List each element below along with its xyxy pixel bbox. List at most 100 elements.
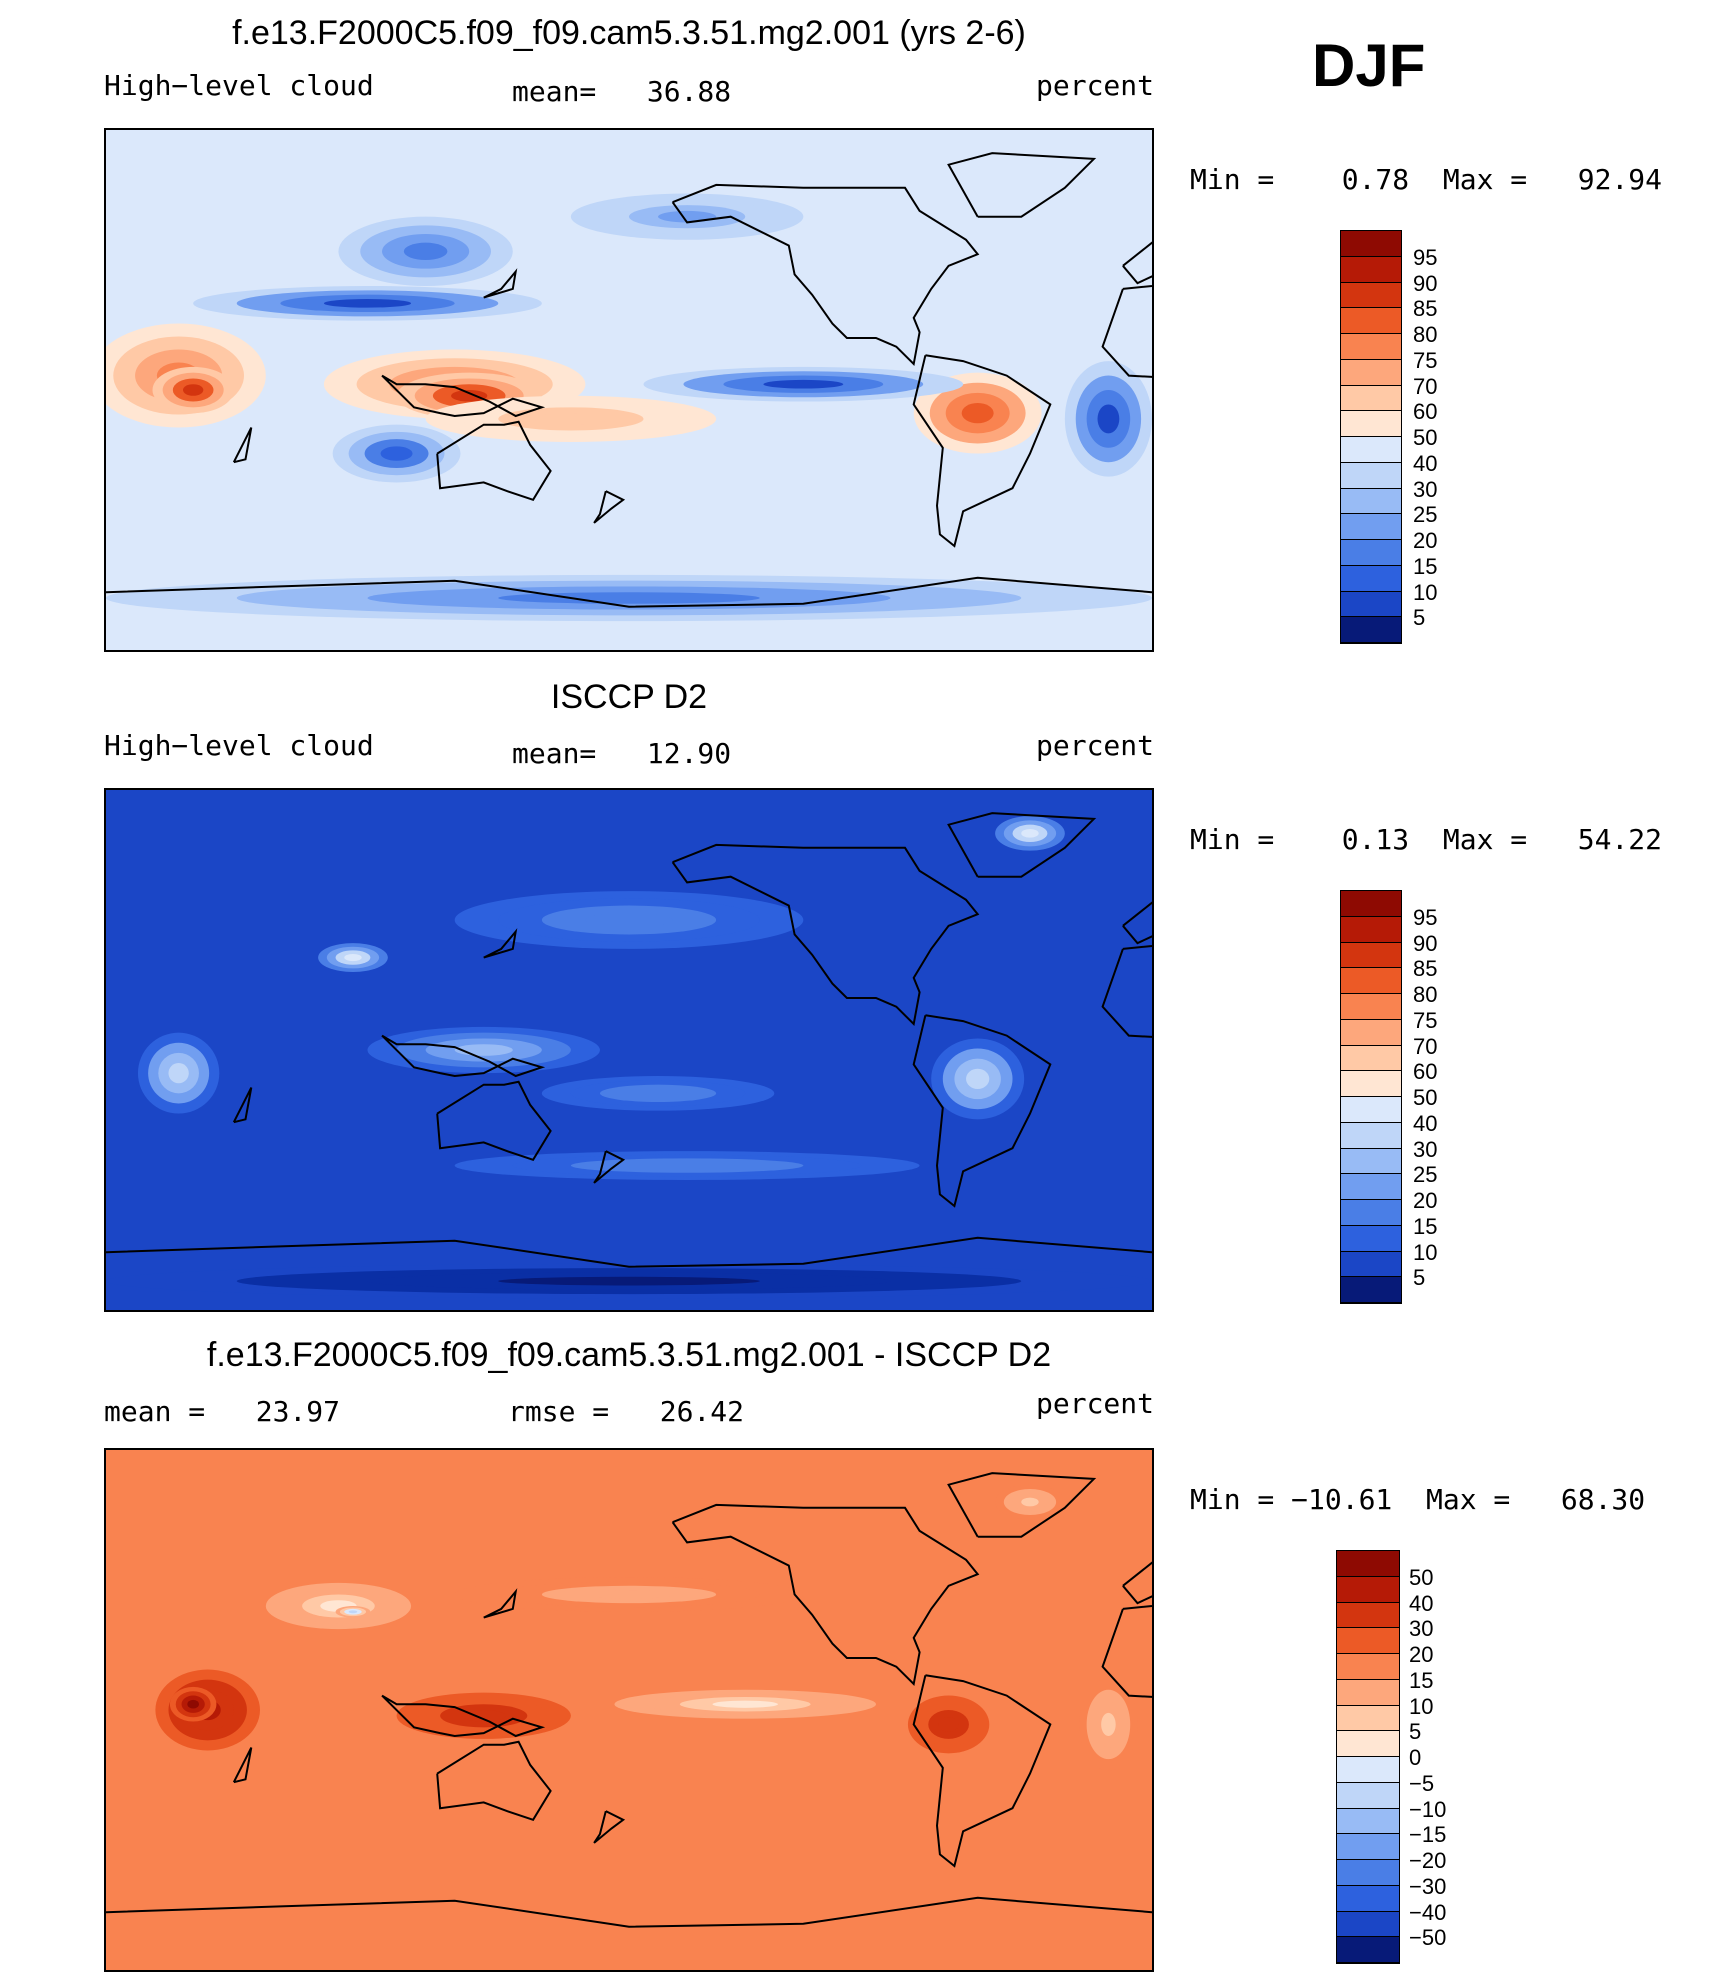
contour-region [629, 1089, 688, 1098]
contour-region [1101, 1712, 1116, 1736]
colorbar-label: 50 [1413, 425, 1438, 450]
colorbar-segment [1341, 1148, 1401, 1175]
colorbar-label: −5 [1409, 1770, 1435, 1796]
colorbar-label: −20 [1409, 1848, 1447, 1873]
colorbar-label: 10 [1413, 579, 1438, 605]
panel-1-map [104, 128, 1154, 652]
coastline [912, 354, 1052, 548]
colorbar-segment [1341, 462, 1401, 489]
colorbar-label: −40 [1409, 1899, 1447, 1925]
panel-3-colorbar: 50 40 30 20 15 10 5 0 −5 −10 −15 −20 −30 −40 −50 [1336, 1550, 1446, 1964]
colorbar-label: 40 [1413, 450, 1438, 476]
colorbar-segment [1337, 1757, 1399, 1783]
colorbar-label: 15 [1413, 553, 1438, 579]
colorbar-label: 90 [1413, 930, 1438, 956]
colorbar-label: 50 [1413, 1085, 1438, 1110]
colorbar-label: 30 [1413, 476, 1438, 502]
contour-region [451, 390, 488, 402]
colorbar-label: 60 [1413, 1059, 1438, 1085]
colorbar-label: 15 [1409, 1667, 1434, 1693]
colorbar-segment [1341, 1097, 1401, 1123]
panel-3-map [104, 1448, 1154, 1972]
colorbar-segment [1337, 1860, 1399, 1886]
colorbar-label: 80 [1413, 982, 1438, 1007]
colorbar-segment [1341, 308, 1401, 334]
coastline [1101, 284, 1152, 378]
contour-region [182, 384, 204, 396]
season-label: DJF [1312, 32, 1426, 99]
colorbar-segment [1341, 1225, 1401, 1252]
colorbar-segment [1337, 1911, 1399, 1938]
colorbar-label: 5 [1413, 605, 1426, 631]
colorbar-segment [1341, 231, 1401, 257]
colorbar-segment [1341, 385, 1401, 412]
colorbar-label: 75 [1413, 347, 1438, 373]
coastline [593, 490, 626, 524]
contour-region [348, 1610, 358, 1614]
colorbar-label: 5 [1409, 1719, 1422, 1745]
colorbar-segment [1341, 968, 1401, 994]
colorbar-segment [1337, 1628, 1399, 1654]
contour-region [763, 379, 844, 389]
colorbar-segment [1341, 1122, 1401, 1149]
contour-region [1021, 1497, 1039, 1507]
coastline [436, 1740, 552, 1822]
colorbar-label: 15 [1413, 1213, 1438, 1239]
panel-2-variable-label: High−level cloud [104, 729, 374, 762]
colorbar-label: 5 [1413, 1265, 1426, 1291]
colorbar-label: 85 [1413, 956, 1438, 982]
colorbar-label: −30 [1409, 1873, 1447, 1899]
panel-3-map-svg [106, 1450, 1152, 1970]
coastline [593, 1150, 626, 1184]
colorbar-segment [1337, 1576, 1399, 1603]
coastline [912, 1674, 1052, 1868]
contour-region [168, 1063, 189, 1084]
coastline [106, 576, 1152, 608]
colorbar-label: 70 [1413, 373, 1438, 399]
coastline [947, 1472, 1097, 1538]
colorbar-label: 70 [1413, 1033, 1438, 1059]
contour-region [966, 1068, 990, 1089]
contour-region [585, 1590, 673, 1599]
panel-1-mean-label: mean= 36.88 [512, 75, 732, 108]
coastline [671, 1503, 980, 1687]
coastline [381, 1034, 546, 1078]
colorbar-segment [1341, 617, 1401, 643]
panel-2-colorbar: 95 90 85 80 75 70 60 50 40 30 25 20 15 10 5 [1340, 890, 1437, 1304]
colorbar-segment [1337, 1808, 1399, 1835]
colorbar-label: 50 [1409, 1564, 1434, 1590]
colorbar-segment [1337, 1551, 1399, 1577]
coastline [436, 420, 552, 502]
panel-1-minmax: Min = 0.78 Max = 92.94 [1190, 163, 1663, 196]
colorbar-segment [1337, 1602, 1399, 1629]
panel-2-map [104, 788, 1154, 1312]
colorbar-label: 85 [1413, 296, 1438, 322]
coastline [1101, 1604, 1152, 1698]
contour-region [403, 242, 448, 260]
contour-region [498, 592, 760, 604]
panel-3-title: f.e13.F2000C5.f09_f09.cam5.3.51.mg2.001 … [206, 1336, 1052, 1374]
colorbar-label: 10 [1413, 1239, 1438, 1265]
coastline [436, 1080, 552, 1162]
colorbar-label: 30 [1413, 1136, 1438, 1162]
coastline [912, 1014, 1052, 1208]
coastline [483, 268, 518, 299]
colorbar-segment [1341, 565, 1401, 592]
coastline [483, 928, 518, 959]
colorbar-segment [1341, 514, 1401, 540]
contour-region [461, 1710, 506, 1722]
colorbar-label: 25 [1413, 502, 1438, 528]
panel-3-mean-label: mean = 23.97 [104, 1395, 341, 1428]
contour-region [380, 446, 413, 461]
coastline [381, 1694, 546, 1738]
colorbar-segment [1341, 540, 1401, 566]
colorbar-segment [1341, 1019, 1401, 1046]
contour-region [323, 299, 412, 308]
panel-3-units-label: percent [1036, 1387, 1155, 1420]
coastline [1101, 944, 1152, 1038]
coastline [232, 1087, 253, 1124]
panel-2-map-svg [106, 790, 1152, 1310]
panel-2-title: ISCCP D2 [550, 678, 708, 716]
coastline [947, 152, 1097, 218]
colorbar-label: −50 [1409, 1925, 1447, 1951]
